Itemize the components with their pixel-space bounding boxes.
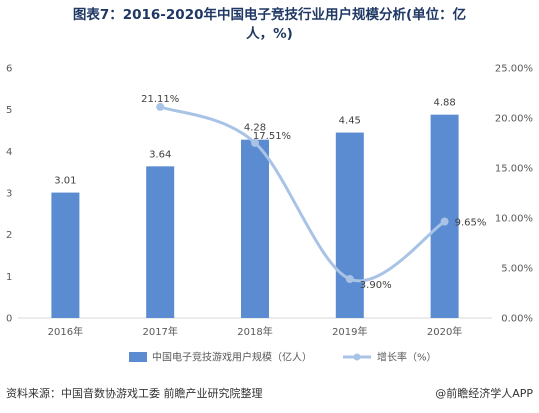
right-tick-label: 25.00% [495,64,533,75]
chart-title-line-2: 人，%) [246,26,293,42]
right-tick-label: 10.00% [495,214,533,225]
bar-value-label: 3.01 [54,176,76,187]
x-tick-label: 2019年 [332,325,367,338]
growth-point [345,275,354,283]
line-series [156,102,449,283]
legend-swatch-bars [129,352,147,362]
chart-title: 图表7：2016-2020年中国电子竞技行业用户规模分析(单位：亿 人，%) [0,6,539,44]
bar [146,166,175,318]
x-tick-label: 2016年 [48,325,83,338]
right-axis: 0.00% 5.00% 10.00% 15.00% 20.00% 25.00% [495,64,533,325]
growth-point [156,102,165,111]
x-tick-label: 2017年 [142,325,177,338]
bar-value-label: 4.88 [433,98,455,109]
left-tick-label: 6 [6,64,12,75]
x-tick-label: 2020年 [427,325,462,338]
legend-label-line: 增长率（%） [377,351,437,364]
line-data-labels: 21.11% 17.51% 3.90% 9.65% [141,94,486,291]
left-tick-label: 0 [6,314,12,325]
growth-value-label: 17.51% [253,131,291,142]
growth-value-label: 9.65% [455,218,487,229]
x-tick-label: 2018年 [237,325,272,338]
source-note: 资料来源：中国音数协游戏工委 前瞻产业研究院整理 [6,387,263,400]
bar [51,192,80,318]
legend-swatch-point [353,353,361,361]
bar-series [51,114,459,319]
right-tick-label: 0.00% [501,314,533,325]
legend-label-bars: 中国电子竞技游戏用户规模（亿人） [152,351,312,364]
growth-line [159,105,446,283]
bar [335,132,364,318]
bar-data-labels: 3.01 3.64 4.28 4.45 4.88 [54,98,455,187]
left-axis: 0 1 2 3 4 5 6 [6,64,12,325]
bar-value-label: 3.64 [149,149,171,160]
left-tick-label: 1 [6,272,12,283]
bar [430,114,459,319]
x-axis-labels: 2016年 2017年 2018年 2019年 2020年 [48,325,463,338]
left-tick-label: 3 [6,189,12,200]
growth-point [251,138,259,147]
chart-title-line-1: 图表7：2016-2020年中国电子竞技行业用户规模分析(单位：亿 [72,7,467,23]
right-tick-label: 15.00% [495,164,533,175]
growth-value-label: 3.90% [360,280,392,291]
left-tick-label: 5 [6,105,12,116]
bar [241,139,269,318]
legend: 中国电子竞技游戏用户规模（亿人） 增长率（%） [129,351,437,364]
left-tick-label: 4 [6,147,12,158]
brand-credit: @前瞻经济学人APP [435,387,533,400]
right-tick-label: 20.00% [495,114,533,125]
growth-point [440,217,449,226]
left-tick-label: 2 [6,230,12,241]
growth-value-label: 21.11% [141,94,179,105]
right-tick-label: 5.00% [501,264,533,275]
bar-value-label: 4.45 [339,116,361,127]
bar-value-label: 4.28 [244,123,266,134]
